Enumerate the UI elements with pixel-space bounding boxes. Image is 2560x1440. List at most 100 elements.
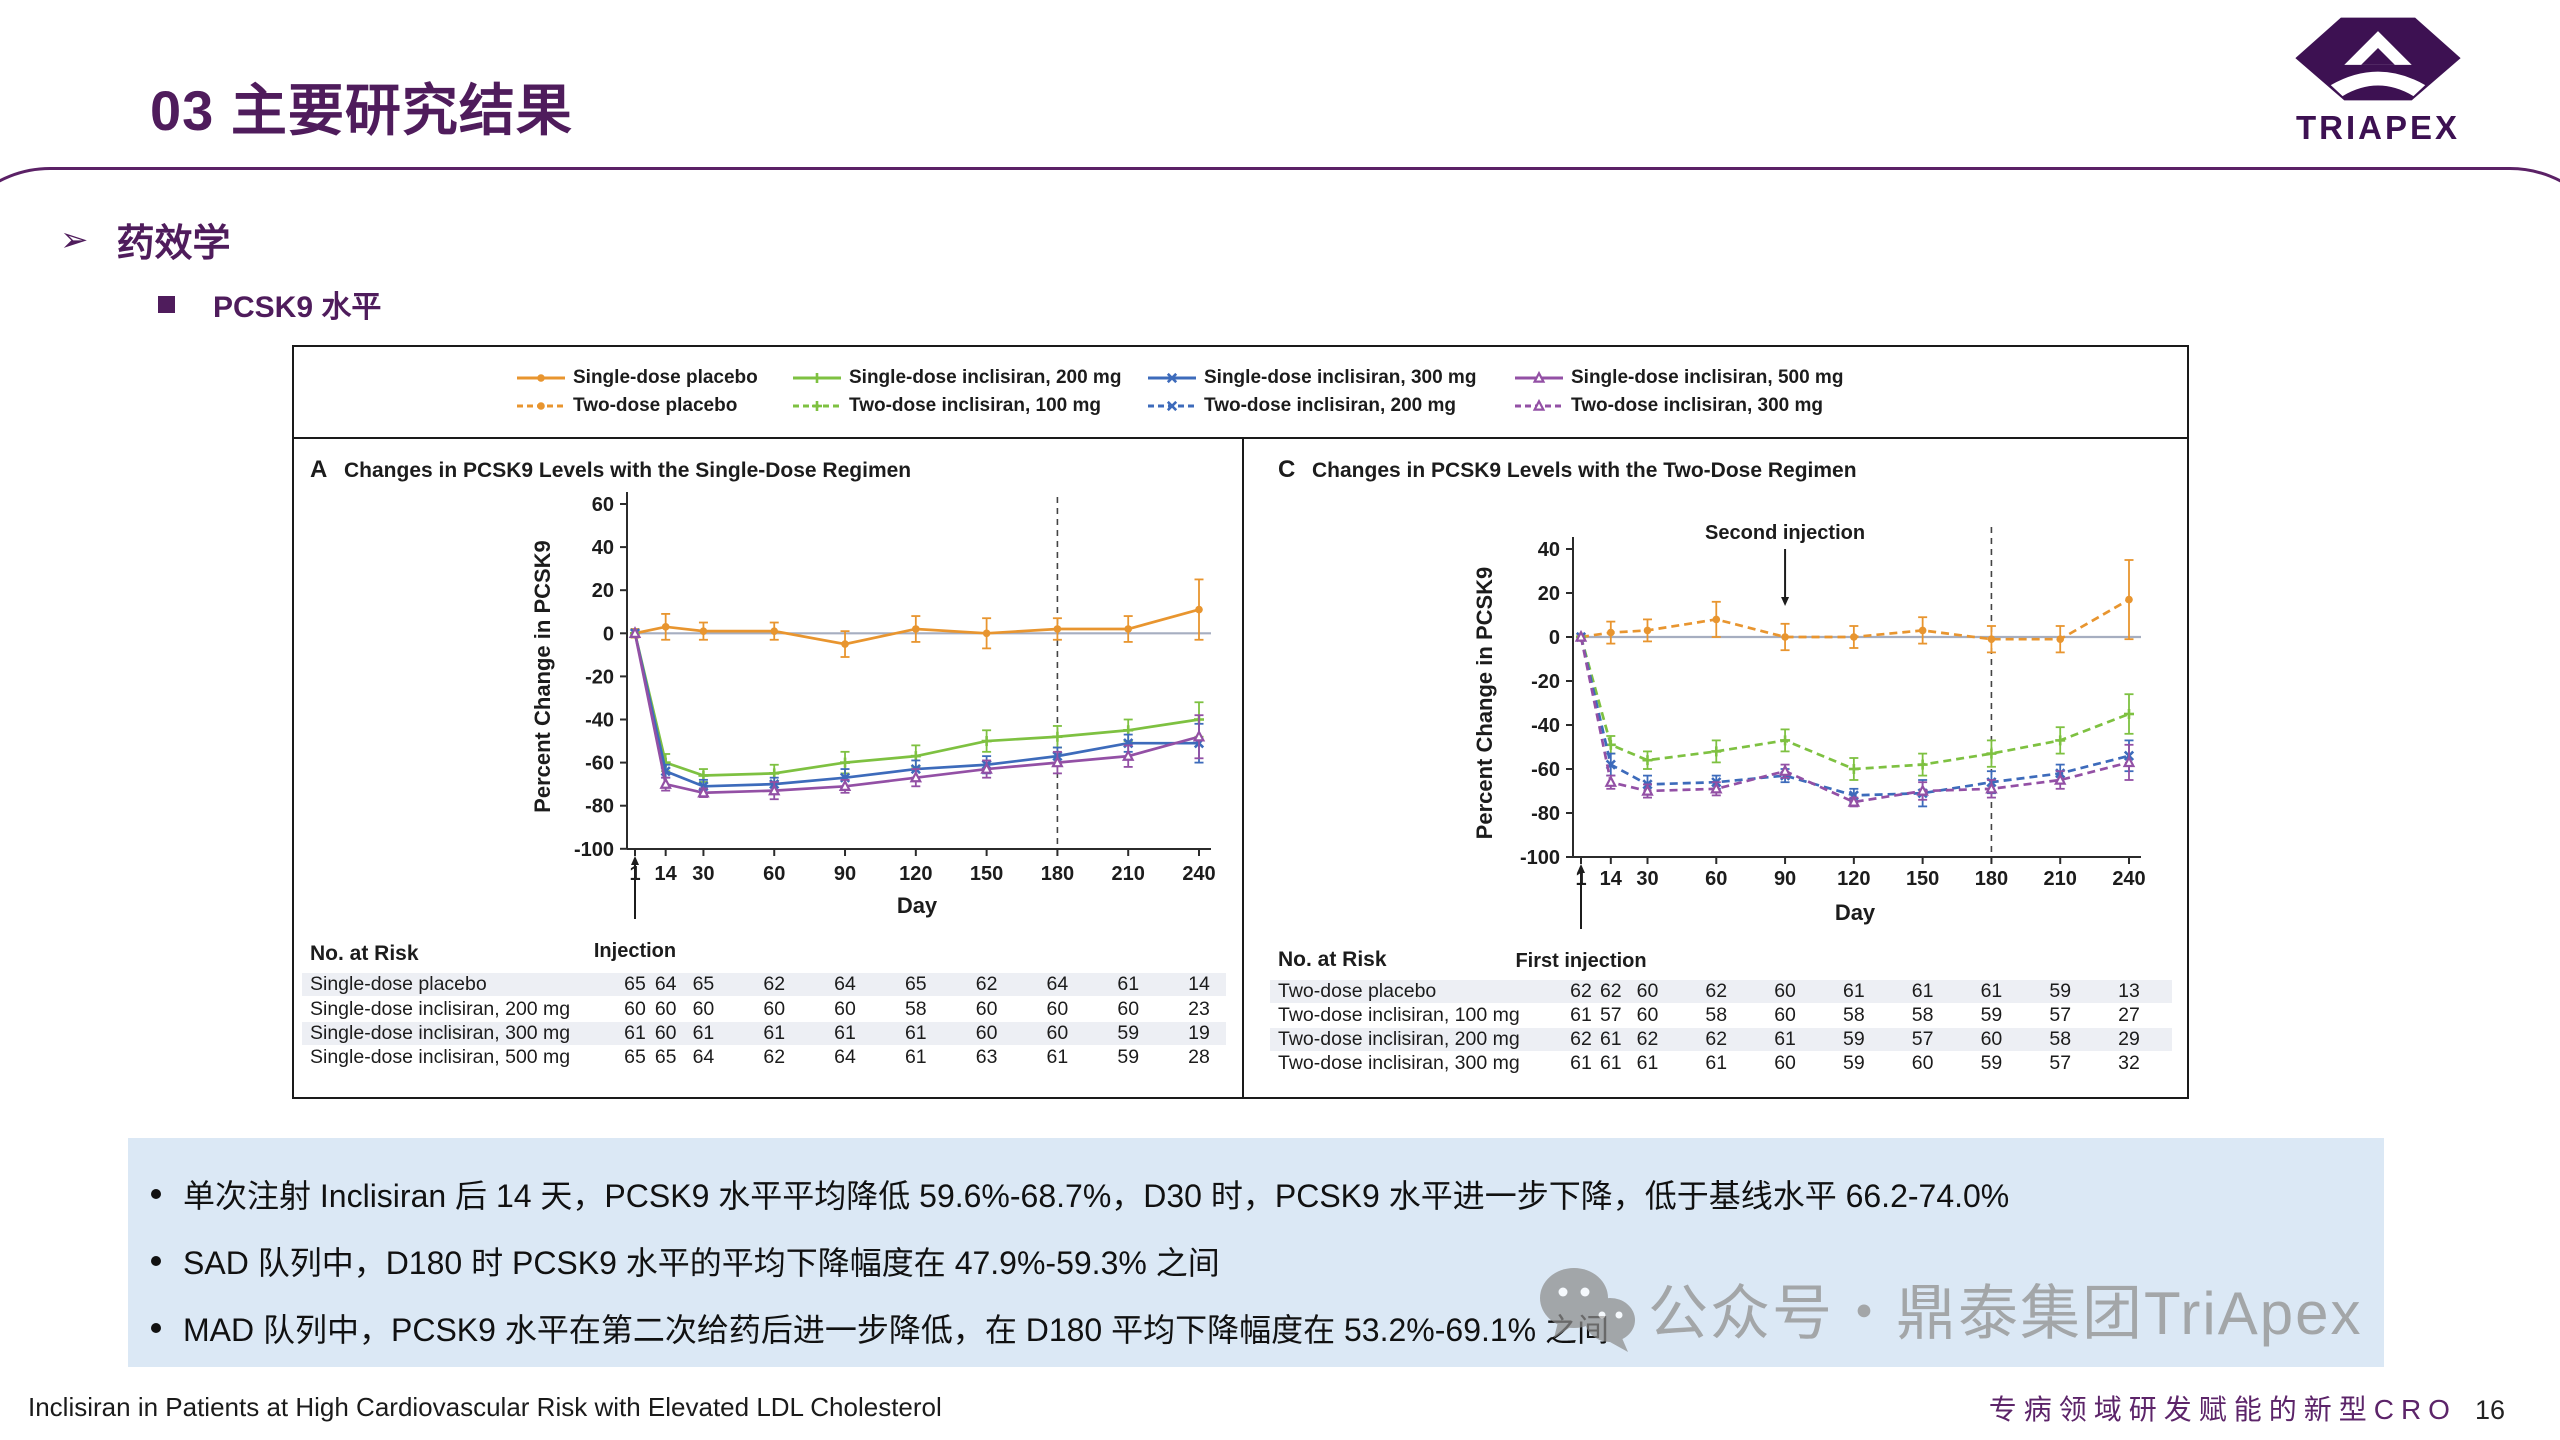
svg-text:60: 60 bbox=[1047, 1022, 1069, 1044]
svg-text:Single-dose inclisiran, 300 mg: Single-dose inclisiran, 300 mg bbox=[310, 1022, 570, 1044]
svg-text:58: 58 bbox=[905, 998, 927, 1020]
sub-bullet-label: PCSK9 水平 bbox=[213, 291, 382, 324]
svg-text:-100: -100 bbox=[1520, 847, 1560, 869]
svg-text:40: 40 bbox=[592, 537, 614, 559]
svg-text:C: C bbox=[1278, 456, 1295, 483]
svg-text:59: 59 bbox=[1843, 1028, 1865, 1050]
series-orange bbox=[630, 578, 1204, 658]
bullet-dot-icon bbox=[151, 1188, 161, 1199]
svg-text:-40: -40 bbox=[1531, 715, 1560, 737]
svg-text:30: 30 bbox=[1636, 868, 1658, 890]
section-bullet-pharmacodynamics: ➢ 药效学 bbox=[60, 212, 231, 267]
summary-box: 单次注射 Inclisiran 后 14 天，PCSK9 水平平均降低 59.6… bbox=[128, 1138, 2384, 1367]
svg-text:Two-dose inclisiran, 100 mg: Two-dose inclisiran, 100 mg bbox=[1278, 1004, 1520, 1026]
svg-text:65: 65 bbox=[624, 1046, 646, 1068]
svg-text:64: 64 bbox=[834, 1046, 856, 1068]
svg-text:240: 240 bbox=[2112, 868, 2145, 890]
svg-text:Changes in PCSK9 Levels with t: Changes in PCSK9 Levels with the Two-Dos… bbox=[1312, 459, 1857, 482]
svg-text:57: 57 bbox=[1600, 1004, 1622, 1026]
series-orange bbox=[1576, 559, 2134, 654]
svg-text:-80: -80 bbox=[585, 796, 614, 818]
bullet-dot-icon bbox=[151, 1255, 161, 1266]
svg-text:A: A bbox=[310, 456, 327, 483]
svg-text:65: 65 bbox=[655, 1046, 677, 1068]
legend-label: Two-dose inclisiran, 200 mg bbox=[1204, 395, 1456, 416]
svg-text:60: 60 bbox=[1637, 980, 1659, 1002]
watermark-text: 公众号・鼎泰集团TriApex bbox=[1648, 1279, 2363, 1347]
svg-text:61: 61 bbox=[905, 1046, 927, 1068]
svg-text:150: 150 bbox=[970, 863, 1003, 885]
arrow-bullet-icon: ➢ bbox=[60, 220, 89, 259]
svg-text:Changes in PCSK9 Levels with t: Changes in PCSK9 Levels with the Single-… bbox=[344, 459, 911, 482]
svg-text:59: 59 bbox=[1117, 1022, 1139, 1044]
svg-text:210: 210 bbox=[1112, 863, 1145, 885]
svg-text:14: 14 bbox=[1188, 973, 1210, 995]
svg-text:63: 63 bbox=[976, 1046, 998, 1068]
svg-text:62: 62 bbox=[1600, 980, 1622, 1002]
legend-item-single-dose-inclisiran-200-mg: Single-dose inclisiran, 200 mg bbox=[792, 367, 1121, 389]
svg-text:62: 62 bbox=[1570, 1028, 1592, 1050]
svg-text:Second injection: Second injection bbox=[1705, 522, 1865, 544]
svg-text:61: 61 bbox=[1774, 1028, 1796, 1050]
svg-text:61: 61 bbox=[1637, 1052, 1659, 1074]
x-line-swatch bbox=[1148, 400, 1196, 412]
svg-text:60: 60 bbox=[655, 1022, 677, 1044]
svg-text:No. at Risk: No. at Risk bbox=[1278, 948, 1387, 971]
summary-bullet-2: SAD 队列中，D180 时 PCSK9 水平的平均下降幅度在 47.9%-59… bbox=[128, 1227, 2384, 1294]
svg-text:Day: Day bbox=[1835, 900, 1876, 925]
triangle-line-swatch bbox=[1515, 398, 1563, 411]
svg-text:59: 59 bbox=[1981, 1052, 2003, 1074]
legend-item-single-dose-inclisiran-500-mg: Single-dose inclisiran, 500 mg bbox=[1514, 367, 1843, 389]
svg-text:150: 150 bbox=[1906, 868, 1939, 890]
svg-text:Percent Change in PCSK9: Percent Change in PCSK9 bbox=[1472, 567, 1497, 840]
svg-text:60: 60 bbox=[1117, 998, 1139, 1020]
svg-text:Percent Change in PCSK9: Percent Change in PCSK9 bbox=[530, 540, 555, 813]
svg-text:60: 60 bbox=[1774, 1052, 1796, 1074]
svg-text:61: 61 bbox=[1047, 1046, 1069, 1068]
circle-line-swatch bbox=[517, 402, 565, 410]
panel-c-chart: C Changes in PCSK9 Levels with the Two-Do… bbox=[1242, 439, 2172, 1099]
series-green bbox=[1576, 632, 2134, 781]
svg-text:180: 180 bbox=[1041, 863, 1074, 885]
svg-text:Day: Day bbox=[897, 893, 938, 918]
sub-bullet-pcsk9: PCSK9 水平 bbox=[158, 282, 381, 326]
svg-text:58: 58 bbox=[1705, 1004, 1727, 1026]
svg-text:60: 60 bbox=[655, 998, 677, 1020]
svg-text:30: 30 bbox=[692, 863, 714, 885]
svg-text:Injection: Injection bbox=[594, 940, 676, 962]
triangle-line-swatch bbox=[1515, 370, 1563, 383]
series-purple bbox=[628, 626, 1206, 801]
svg-text:59: 59 bbox=[1117, 1046, 1139, 1068]
svg-text:-20: -20 bbox=[1531, 671, 1560, 693]
svg-text:61: 61 bbox=[1117, 973, 1139, 995]
svg-text:Single-dose inclisiran, 500 mg: Single-dose inclisiran, 500 mg bbox=[310, 1046, 570, 1068]
pcsk9-figure: Single-dose placebo Single-dose inclisira… bbox=[292, 345, 2189, 1099]
legend-item-single-dose-placebo: Single-dose placebo bbox=[516, 367, 758, 389]
summary-bullet-1: 单次注射 Inclisiran 后 14 天，PCSK9 水平平均降低 59.6… bbox=[128, 1160, 2384, 1227]
legend-label: Two-dose placebo bbox=[573, 395, 738, 416]
legend-item-two-dose-inclisiran-100-mg: Two-dose inclisiran, 100 mg bbox=[792, 395, 1101, 417]
svg-text:13: 13 bbox=[2118, 980, 2140, 1002]
legend-item-two-dose-inclisiran-300-mg: Two-dose inclisiran, 300 mg bbox=[1514, 395, 1823, 417]
svg-text:61: 61 bbox=[834, 1022, 856, 1044]
svg-text:-40: -40 bbox=[585, 710, 614, 732]
svg-text:-100: -100 bbox=[574, 839, 614, 861]
svg-text:60: 60 bbox=[693, 998, 715, 1020]
svg-text:90: 90 bbox=[834, 863, 856, 885]
svg-text:61: 61 bbox=[1981, 980, 2003, 1002]
summary-bullet-3: MAD 队列中，PCSK9 水平在第二次给药后进一步降低，在 D180 平均下降… bbox=[128, 1294, 2384, 1361]
legend-item-single-dose-inclisiran-300-mg: Single-dose inclisiran, 300 mg bbox=[1147, 367, 1476, 389]
svg-text:60: 60 bbox=[834, 998, 856, 1020]
svg-text:20: 20 bbox=[1538, 583, 1560, 605]
svg-text:28: 28 bbox=[1188, 1046, 1210, 1068]
svg-text:57: 57 bbox=[1912, 1028, 1934, 1050]
svg-text:Single-dose placebo: Single-dose placebo bbox=[310, 973, 487, 995]
svg-text:Single-dose inclisiran, 200 mg: Single-dose inclisiran, 200 mg bbox=[310, 998, 570, 1020]
svg-text:57: 57 bbox=[2049, 1004, 2071, 1026]
svg-text:60: 60 bbox=[1774, 980, 1796, 1002]
svg-text:62: 62 bbox=[763, 1046, 785, 1068]
svg-text:58: 58 bbox=[1843, 1004, 1865, 1026]
triapex-logo: TRIAPEX bbox=[2288, 16, 2468, 147]
svg-text:61: 61 bbox=[1570, 1052, 1592, 1074]
